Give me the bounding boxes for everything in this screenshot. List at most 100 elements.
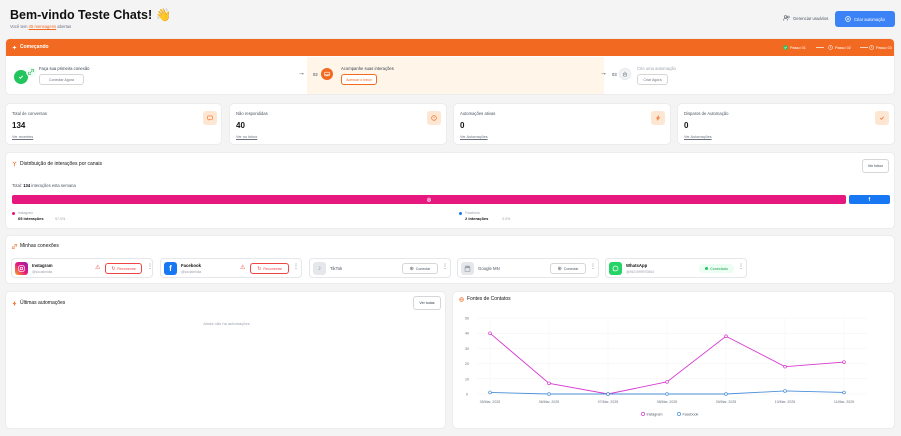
onboarding-card: Começando Passo 01 Passo 02 Passo 03 Faç…: [5, 38, 895, 95]
onboarding-header: [6, 39, 894, 56]
step-progress-3: Passo 03: [869, 45, 892, 50]
data-point-facebook: [783, 389, 787, 393]
plug-icon: ⊕: [409, 265, 414, 272]
y-tick-label: 20: [465, 362, 469, 366]
data-point-instagram: [488, 331, 492, 335]
open-inbox-button[interactable]: Acessar o Inbox: [341, 74, 377, 85]
automations-title: Últimas automações: [12, 300, 65, 306]
distribution-legend: Instagram 65 interações 97.0% Facebook 2 int…: [12, 211, 890, 227]
automations-empty: Ainda não há automações: [203, 321, 250, 326]
stat-value: 40: [236, 121, 245, 130]
plug-icon: ⊕: [557, 265, 562, 272]
stat-link[interactable]: Ver Automações: [460, 135, 488, 139]
status-dot: [705, 267, 709, 270]
create-automation-button[interactable]: Criar automação: [835, 11, 895, 27]
reconnect-button[interactable]: ↻ Reconectar: [105, 263, 142, 274]
data-point-instagram: [665, 380, 669, 384]
x-tick-label: 06/Mar, 2025: [539, 400, 559, 404]
connection-facebook: f Facebook @socialmidia ⚠ ↻ Reconectar ⋮: [160, 258, 302, 278]
stat-label: Não respondidas: [236, 111, 268, 116]
connection-handle: @socialmidia: [181, 270, 202, 274]
step-3-number: 03: [612, 72, 617, 77]
distribution-segment-instagram: ◎: [12, 195, 846, 204]
legend-count: 2 interações: [465, 216, 489, 221]
stat-link[interactable]: Ver recentes: [12, 135, 34, 139]
y-tick-label: 0: [466, 393, 468, 397]
more-options-icon[interactable]: ⋮: [738, 264, 744, 270]
warning-icon: ⚠: [95, 265, 101, 271]
waving-hand-icon: 👋: [155, 8, 172, 22]
create-now-button[interactable]: Criar Agora: [637, 74, 668, 85]
legend-percent: 97.0%: [55, 216, 66, 221]
stat-card-conversations: Total de conversas 134 Ver recentes: [5, 103, 222, 145]
stat-card-unanswered: Não respondidas 40 Ver no Inbox: [229, 103, 447, 145]
arrow-right-icon: →: [600, 70, 607, 77]
refresh-icon: ↻: [111, 265, 116, 272]
check-icon: [18, 74, 24, 80]
legend-dot: [459, 212, 462, 215]
legend-label: Facebook: [683, 412, 699, 416]
connect-button[interactable]: ⊕ Conectar: [402, 263, 438, 274]
x-tick-label: 07/Mar, 2025: [598, 400, 618, 404]
x-tick-label: 10/Mar, 2025: [775, 400, 795, 404]
connection-name: Google MN: [478, 266, 500, 271]
manage-users-button[interactable]: Gerenciar usuários: [783, 15, 828, 21]
stat-value: 134: [12, 121, 26, 130]
x-tick-label: 05/Mar, 2025: [480, 400, 500, 404]
instagram-icon: [15, 262, 28, 275]
data-point-instagram: [724, 334, 728, 338]
page-title: Bem-vindo Teste Chats! 👋: [10, 8, 172, 22]
more-options-icon[interactable]: ⋮: [442, 264, 448, 270]
stat-link[interactable]: Ver Automações: [684, 135, 712, 139]
connect-button[interactable]: ⊕ Conectar: [550, 263, 586, 274]
legend-marker-facebook: [677, 412, 681, 416]
stat-value: 0: [684, 121, 689, 130]
stat-card-automation-triggers: Disparos de Automação 0 Ver Automações: [677, 103, 895, 145]
connection-handle: @socialmidia: [32, 270, 53, 274]
data-point-facebook: [488, 390, 492, 395]
plus-circle-icon: [845, 16, 851, 22]
unread-messages-link[interactable]: 45 mensagens: [28, 24, 57, 29]
legend-marker-instagram: [641, 412, 645, 416]
facebook-icon: f: [164, 262, 177, 275]
data-point-facebook: [665, 392, 669, 396]
automations-card: Últimas automações Ver todas Ainda não h…: [5, 291, 446, 429]
chart-title: Fontes de Contatos: [459, 296, 511, 302]
lightning-icon: [12, 300, 17, 306]
x-tick-label: 09/Mar, 2025: [716, 400, 736, 404]
step-1-label: Faça sua primeira conexão: [39, 66, 90, 71]
more-options-icon[interactable]: ⋮: [590, 264, 596, 270]
legend-dot: [12, 212, 15, 215]
view-inbox-button[interactable]: Ver Inbox: [862, 159, 889, 173]
connection-tiktok: ♪ TikTok ⊕ Conectar ⋮: [309, 258, 451, 278]
whatsapp-icon: [609, 262, 622, 275]
step-2-number: 02: [313, 72, 318, 77]
connection-name: Instagram: [32, 263, 53, 268]
step-progress-1: Passo 01: [783, 45, 806, 50]
connections-card: Minhas conexões Instagram @socialmidia ⚠…: [5, 235, 895, 284]
y-tick-label: 50: [465, 317, 469, 321]
contact-sources-card: Fontes de Contatos 50 40 30 20 10 0 05/Mar, 20…: [452, 291, 895, 429]
data-point-instagram: [842, 360, 846, 364]
connection-whatsapp: WhatsApp @5521999970864 Conectado ⋮: [605, 258, 747, 278]
arrow-right-icon: →: [298, 70, 305, 77]
reconnect-button[interactable]: ↻ Reconectar: [250, 263, 289, 274]
connection-google-mn: Google MN ⊕ Conectar ⋮: [457, 258, 599, 278]
legend-name: Facebook: [465, 211, 480, 215]
view-all-button[interactable]: Ver todas: [413, 296, 441, 310]
distribution-title: Distribuição de interações por canais: [12, 161, 102, 167]
legend-name: Instagram: [18, 211, 34, 215]
globe-icon: [459, 296, 464, 302]
clock-icon: [828, 45, 833, 50]
connection-name: Facebook: [181, 263, 202, 268]
more-options-icon[interactable]: ⋮: [147, 264, 153, 270]
stat-card-active-automations: Automações ativas 0 Ver Automações: [453, 103, 671, 145]
lightning-icon: [651, 111, 665, 125]
alert-circle-icon: [427, 111, 441, 125]
legend-label: Instagram: [647, 412, 663, 416]
stat-link[interactable]: Ver no Inbox: [236, 135, 258, 139]
y-tick-label: 30: [465, 347, 469, 351]
progress-divider: [860, 47, 868, 48]
connect-now-button[interactable]: Conectar Agora: [39, 74, 84, 85]
more-options-icon[interactable]: ⋮: [293, 264, 299, 270]
